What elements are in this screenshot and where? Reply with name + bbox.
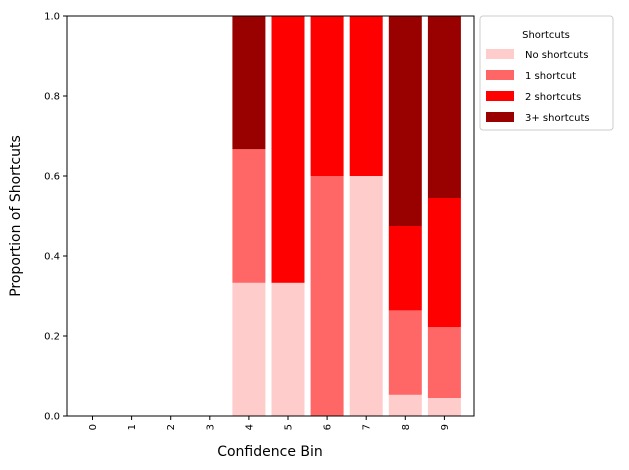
bar-segment-bin-7-series-2 — [349, 16, 383, 176]
x-tick-label: 6 — [323, 424, 334, 430]
x-tick-label: 1 — [127, 424, 138, 430]
y-tick-label: 0.0 — [44, 412, 60, 423]
y-tick-label: 0.8 — [44, 92, 60, 103]
y-tick-label: 0.2 — [44, 332, 60, 343]
x-tick-label: 7 — [362, 424, 373, 430]
bar-segment-bin-7-series-0 — [349, 176, 383, 416]
legend-label: No shortcuts — [525, 50, 588, 61]
bar-segment-bin-8-series-1 — [388, 310, 422, 395]
bar-segment-bin-4-series-3 — [232, 16, 266, 150]
legend-label: 1 shortcut — [525, 71, 576, 82]
x-tick-label: 8 — [401, 424, 412, 430]
x-tick-label: 2 — [166, 424, 177, 430]
legend-items: No shortcuts 1 shortcut 2 shortcuts 3+ shor… — [486, 49, 590, 124]
plot-frame — [66, 15, 475, 417]
legend: Shortcuts No shortcuts 1 shortcut 2 shortc… — [479, 15, 614, 131]
bar-segment-bin-9-series-2 — [427, 198, 461, 328]
bar-segment-bin-8-series-0 — [388, 394, 422, 416]
x-tick-label: 9 — [440, 424, 451, 430]
x-tick-label: 5 — [284, 424, 295, 430]
bar-segment-bin-8-series-3 — [388, 16, 422, 226]
legend-swatch — [486, 91, 514, 101]
legend-label: 2 shortcuts — [525, 92, 581, 103]
bar-segment-bin-4-series-1 — [232, 149, 266, 283]
y-axis-title: Proportion of Shortcuts — [8, 135, 24, 297]
x-tick-label: 0 — [88, 424, 99, 430]
legend-swatch — [486, 112, 514, 122]
legend-swatch — [486, 49, 514, 59]
y-tick-label: 0.6 — [44, 172, 60, 183]
bar-segment-bin-9-series-0 — [427, 398, 461, 416]
x-axis: 0 1 2 3 4 5 6 7 8 9 — [88, 416, 451, 430]
bar-segment-bin-9-series-1 — [427, 327, 461, 398]
bar-segment-bin-6-series-2 — [310, 16, 344, 176]
bar-segment-bin-4-series-0 — [232, 282, 266, 416]
legend-swatch — [486, 70, 514, 80]
bar-segment-bin-9-series-3 — [427, 16, 461, 198]
bar-segment-bin-5-series-0 — [271, 282, 305, 416]
legend-frame — [479, 15, 614, 131]
y-tick-label: 1.0 — [44, 12, 60, 23]
bars-layer — [232, 16, 461, 416]
legend-label: 3+ shortcuts — [525, 113, 590, 124]
bar-segment-bin-6-series-1 — [310, 176, 344, 416]
x-axis-title: Confidence Bin — [217, 444, 323, 460]
y-tick-label: 0.4 — [44, 252, 60, 263]
x-tick-label: 4 — [244, 424, 255, 430]
legend-title: Shortcuts — [522, 30, 570, 41]
y-axis: 0.0 0.2 0.4 0.6 0.8 1.0 — [44, 12, 67, 423]
x-tick-label: 3 — [205, 424, 216, 430]
bar-segment-bin-8-series-2 — [388, 226, 422, 311]
bar-segment-bin-5-series-2 — [271, 16, 305, 283]
